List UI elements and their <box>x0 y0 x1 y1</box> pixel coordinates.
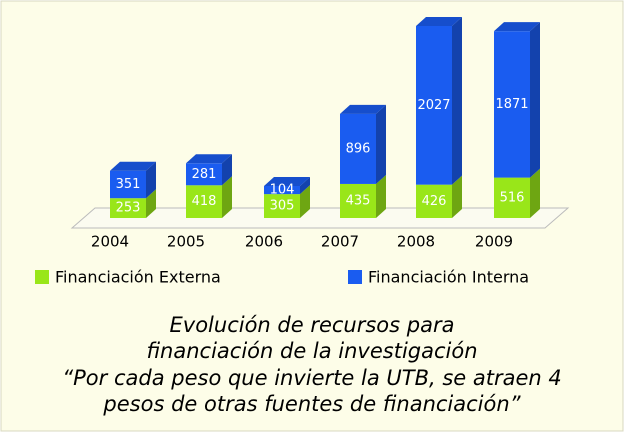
value-label: 435 <box>346 193 371 208</box>
bar <box>110 198 146 218</box>
bar <box>110 170 146 199</box>
value-label: 896 <box>346 141 371 156</box>
bar <box>416 184 452 218</box>
x-tick-label: 2008 <box>397 233 435 251</box>
bar <box>186 185 222 218</box>
value-label: 104 <box>270 183 295 198</box>
bar <box>264 185 300 195</box>
bar <box>494 177 530 218</box>
bar-side <box>300 176 310 195</box>
value-label: 418 <box>192 194 217 209</box>
value-label: 305 <box>270 199 295 214</box>
bar-top <box>340 104 386 114</box>
bar <box>264 194 300 218</box>
bar <box>340 113 376 184</box>
title-line: financiación de la investigación <box>146 339 477 363</box>
bar-side <box>376 174 386 218</box>
bar <box>416 26 452 185</box>
x-tick-label: 2006 <box>245 233 283 251</box>
legend-label: Financiación Externa <box>55 268 221 287</box>
x-tick-label: 2005 <box>167 233 205 251</box>
bar-side <box>530 22 540 178</box>
value-label: 351 <box>116 177 141 192</box>
value-label: 1871 <box>495 97 528 112</box>
value-label: 426 <box>422 194 447 209</box>
bar-side <box>452 175 462 218</box>
legend-swatch <box>348 270 362 284</box>
subtitle-line: “Por cada peso que invierte la UTB, se a… <box>62 366 561 390</box>
x-tick-label: 2004 <box>91 233 129 251</box>
x-tick-label: 2009 <box>475 233 513 251</box>
bar-side <box>146 161 156 199</box>
x-tick-label: 2007 <box>321 233 359 251</box>
bar-side <box>146 189 156 218</box>
value-label: 2027 <box>417 98 450 113</box>
value-label: 281 <box>192 167 217 182</box>
value-label: 253 <box>116 201 141 216</box>
bar <box>186 163 222 186</box>
legend-swatch <box>35 270 49 284</box>
legend-label: Financiación Interna <box>368 268 529 287</box>
subtitle-line: pesos de otras fuentes de financiación” <box>102 392 521 416</box>
bar <box>494 31 530 178</box>
bar-top <box>416 17 462 26</box>
bar-top <box>264 176 310 186</box>
bar-top <box>494 22 540 32</box>
bar-top <box>110 161 156 171</box>
bar-side <box>376 104 386 184</box>
bar <box>340 183 376 218</box>
bar-side <box>300 185 310 218</box>
value-label: 516 <box>500 190 525 205</box>
bar-side <box>222 176 232 218</box>
title-line: Evolución de recursos para <box>170 313 455 337</box>
bar-side <box>222 154 232 186</box>
bar-side <box>530 168 540 218</box>
bar-side <box>452 17 462 185</box>
bar-top <box>186 154 232 164</box>
